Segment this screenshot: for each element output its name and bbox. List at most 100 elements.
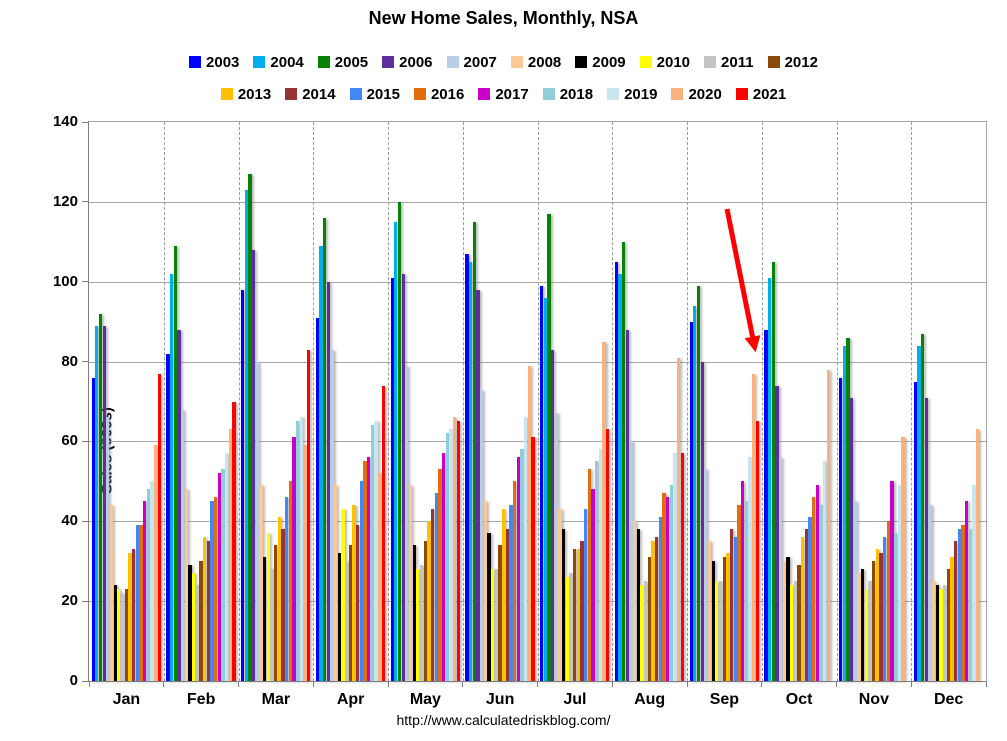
bar-2019-apr: [374, 421, 378, 681]
legend-swatch-icon: [542, 88, 555, 100]
bar-2017-nov: [890, 481, 894, 681]
bar-2009-may: [412, 545, 416, 681]
bar-2020-feb: [228, 429, 232, 681]
legend-swatch-icon: [575, 56, 588, 68]
legend-label: 2015: [366, 85, 400, 103]
legend-item-2015: 2015: [349, 85, 400, 103]
legend-label: 2019: [624, 85, 658, 103]
bar-2008-jun: [483, 501, 487, 681]
bar-2018-sep: [744, 501, 748, 681]
x-axis-tick: [88, 681, 90, 687]
legend-swatch-icon: [220, 88, 233, 100]
bar-2021-apr: [381, 385, 386, 681]
bar-2010-feb: [191, 573, 196, 681]
legend-label: 2005: [334, 53, 369, 71]
bar-2016-sep: [737, 505, 741, 681]
bar-2009-jul: [562, 529, 566, 681]
legend-item-2012: 2012: [767, 54, 818, 71]
x-tick-label-nov: Nov: [858, 691, 889, 708]
bar-2006-jun: [476, 289, 480, 681]
bar-2014-apr: [356, 525, 360, 681]
bar-2011-nov: [868, 581, 872, 681]
bar-2014-nov: [879, 553, 883, 681]
bar-2008-jul: [558, 509, 562, 681]
bar-2017-aug: [666, 497, 670, 681]
bar-2015-jul: [584, 509, 588, 681]
legend-swatch-icon: [704, 56, 717, 68]
y-axis-tick: [82, 600, 88, 602]
bar-2019-jul: [598, 449, 603, 681]
x-axis-tick: [312, 681, 314, 687]
bar-2021-mar: [307, 349, 311, 681]
bar-2021-jan: [157, 373, 161, 681]
bar-2006-apr: [326, 281, 331, 681]
bar-2005-aug: [622, 241, 626, 681]
bar-2009-aug: [636, 529, 641, 681]
bar-2003-sep: [689, 321, 693, 681]
legend-item-2018: 2018: [542, 86, 593, 103]
bar-2021-sep: [755, 421, 759, 681]
x-axis-tick: [985, 681, 987, 687]
legend-label: 2014: [302, 85, 336, 103]
bar-2009-mar: [263, 557, 267, 681]
bar-2020-mar: [303, 445, 307, 681]
bar-2014-may: [430, 509, 435, 681]
bar-2003-feb: [166, 353, 170, 681]
legend-item-2011: 2011: [704, 54, 754, 71]
bar-2013-jun: [501, 509, 506, 681]
bar-2005-jun: [472, 221, 476, 681]
bar-2007-aug: [629, 441, 633, 681]
legend-label: 2011: [721, 53, 754, 71]
bar-2009-oct: [786, 557, 790, 681]
legend-item-2017: 2017: [478, 86, 529, 103]
x-axis-tick: [910, 681, 912, 687]
bar-2003-dec: [913, 381, 918, 681]
bar-2019-jun: [523, 417, 528, 681]
x-axis-tick: [238, 681, 239, 687]
bar-2013-may: [427, 521, 431, 681]
y-tick-label-140: 140: [52, 113, 78, 130]
bar-2016-aug: [662, 493, 666, 681]
bar-2007-oct: [778, 457, 783, 681]
bar-2013-apr: [352, 505, 356, 681]
month-separator: [911, 122, 913, 681]
bar-2003-jun: [465, 253, 469, 681]
bar-2015-may: [434, 493, 438, 681]
bar-2021-jun: [531, 437, 535, 681]
legend-item-2021: 2021: [735, 86, 786, 103]
bar-2011-aug: [644, 581, 648, 681]
x-axis-tick: [836, 681, 837, 687]
bar-2009-jun: [487, 533, 491, 681]
legend-item-2010: 2010: [639, 54, 690, 71]
legend-row-2: 2013 2014 2015 2016 2017 2018 2019 2020 2021: [0, 78, 1007, 110]
bar-2004-jul: [543, 297, 547, 681]
x-tick-label-apr: Apr: [336, 691, 365, 708]
bar-2017-oct: [815, 485, 819, 681]
month-separator: [462, 122, 464, 681]
bar-2019-mar: [299, 417, 304, 681]
bar-2005-apr: [323, 217, 327, 681]
bar-2007-dec: [928, 505, 932, 681]
bar-2007-jan: [106, 417, 110, 681]
bar-2005-oct: [771, 261, 775, 681]
bar-2012-mar: [274, 545, 278, 681]
legend-label: 2006: [399, 53, 433, 71]
bar-2008-oct: [782, 561, 786, 681]
bar-2003-aug: [614, 261, 619, 681]
bar-2016-nov: [886, 521, 891, 681]
bar-2005-jan: [98, 313, 103, 681]
x-tick-label-jul: Jul: [563, 691, 587, 708]
bar-2020-jun: [527, 365, 531, 681]
bar-2013-oct: [800, 537, 805, 681]
bar-2018-dec: [968, 529, 973, 681]
bar-2018-nov: [894, 533, 898, 681]
bar-2007-apr: [330, 349, 334, 681]
bar-2018-jul: [595, 461, 599, 681]
legend-item-2019: 2019: [607, 86, 657, 103]
bar-2017-apr: [367, 457, 371, 681]
bar-2009-dec: [935, 585, 940, 681]
bar-2021-may: [456, 421, 460, 681]
bar-2012-aug: [647, 557, 652, 681]
legend-item-2003: 2003: [189, 54, 239, 71]
bar-2004-aug: [618, 273, 622, 681]
